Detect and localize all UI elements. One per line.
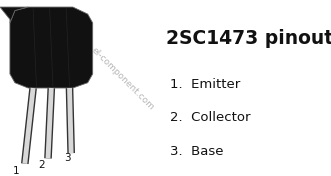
Text: 1.  Emitter: 1. Emitter bbox=[170, 78, 241, 91]
Text: 2: 2 bbox=[39, 160, 45, 169]
Text: 2.  Collector: 2. Collector bbox=[170, 111, 251, 124]
Text: 3.  Base: 3. Base bbox=[170, 145, 224, 158]
Polygon shape bbox=[10, 7, 93, 88]
Text: 1: 1 bbox=[13, 166, 20, 176]
Polygon shape bbox=[0, 7, 28, 23]
Text: 2SC1473 pinout: 2SC1473 pinout bbox=[166, 29, 331, 48]
Text: 3: 3 bbox=[64, 153, 71, 162]
Text: el-component.com: el-component.com bbox=[89, 46, 156, 112]
